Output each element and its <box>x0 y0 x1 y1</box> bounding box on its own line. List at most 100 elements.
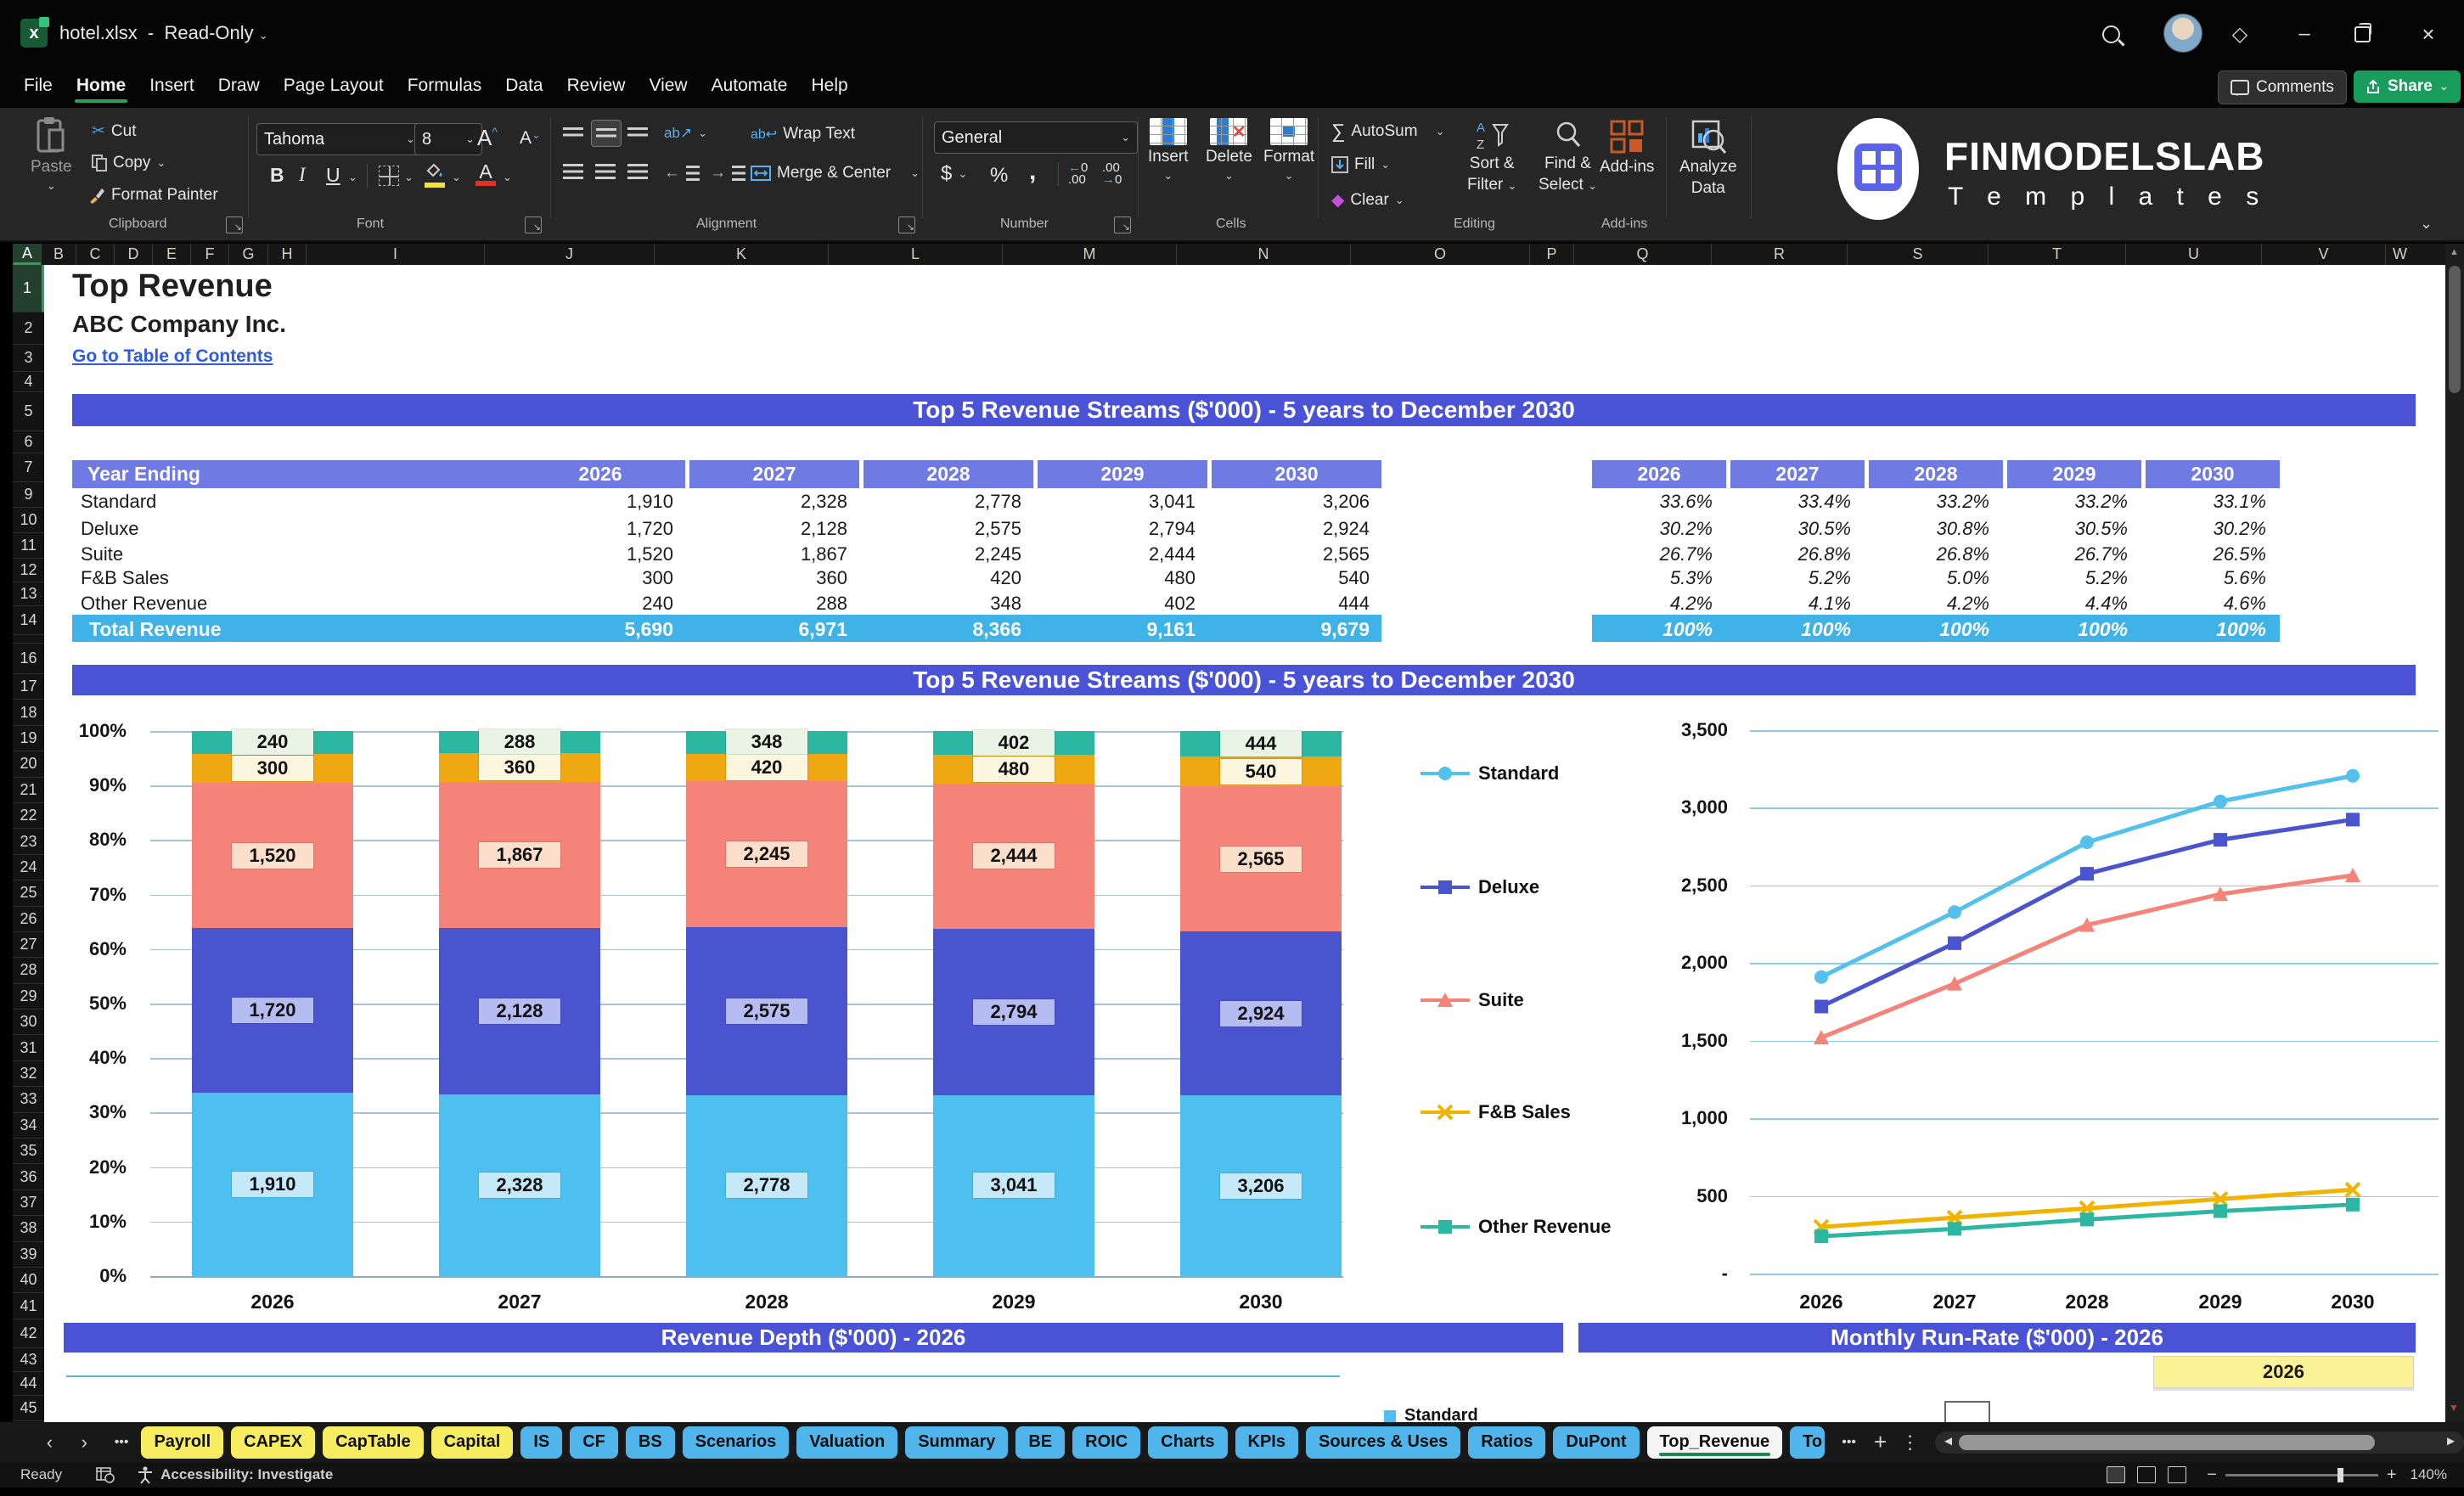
row-header-14[interactable]: 14 <box>13 606 44 635</box>
align-middle-button[interactable] <box>591 120 622 147</box>
column-header-I[interactable]: I <box>306 244 484 265</box>
underline-dropdown[interactable]: ⌄ <box>348 171 357 183</box>
row-header-17[interactable]: 17 <box>13 674 44 700</box>
italic-button[interactable]: I <box>299 164 306 185</box>
sheet-tab-scenarios[interactable]: Scenarios <box>682 1426 790 1459</box>
row-header-15[interactable] <box>13 635 44 644</box>
column-header-D[interactable]: D <box>114 244 152 265</box>
sheet-tab-summary[interactable]: Summary <box>905 1426 1009 1459</box>
zoom-slider-thumb[interactable] <box>2337 1467 2343 1482</box>
hscroll-left-arrow[interactable]: ◄ <box>1942 1433 1955 1448</box>
row-header-18[interactable]: 18 <box>13 700 44 726</box>
underline-button[interactable]: U <box>326 164 340 186</box>
merge-center-button[interactable]: Merge & Center ⌄ <box>751 164 920 183</box>
row-header-44[interactable]: 44 <box>13 1372 44 1396</box>
orientation-button[interactable]: ab↗ ⌄ <box>664 125 708 141</box>
row-header-42[interactable]: 42 <box>13 1319 44 1348</box>
number-format-select[interactable]: General ⌄ <box>934 121 1138 154</box>
zoom-in-button[interactable]: + <box>2386 1465 2397 1484</box>
tabs-overflow-left[interactable]: ••• <box>114 1434 129 1449</box>
wrap-text-button[interactable]: ab↩ Wrap Text <box>751 125 856 143</box>
font-color-dropdown[interactable]: ⌄ <box>503 171 512 183</box>
collapse-ribbon-chevron[interactable]: ⌄ <box>2420 215 2433 232</box>
row-header-36[interactable]: 36 <box>13 1164 44 1190</box>
find-select-button[interactable]: Find & Select ⌄ <box>1539 118 1597 194</box>
sheet-tab-kpis[interactable]: KPIs <box>1235 1426 1298 1459</box>
column-header-W[interactable]: W <box>2385 244 2414 265</box>
avatar[interactable] <box>2163 14 2202 53</box>
tabs-scroll-right[interactable]: › <box>81 1431 87 1453</box>
row-header-10[interactable]: 10 <box>13 508 44 533</box>
menu-tab-data[interactable]: Data <box>505 76 543 95</box>
sheet-tab-capex[interactable]: CAPEX <box>231 1426 316 1459</box>
column-header-M[interactable]: M <box>1002 244 1176 265</box>
close-button[interactable]: × <box>2422 20 2435 47</box>
vertical-scrollbar[interactable]: ▲ ▼ <box>2445 244 2464 1422</box>
cut-button[interactable]: ✂ Cut <box>92 121 137 141</box>
row-header-40[interactable]: 40 <box>13 1268 44 1294</box>
row-header-1[interactable]: 1 <box>13 265 44 312</box>
font-dialog-launcher[interactable]: ↘ <box>525 217 542 233</box>
align-right-button[interactable] <box>623 159 652 184</box>
bold-button[interactable]: B <box>270 164 284 186</box>
paste-button[interactable]: Paste ⌄ <box>31 116 72 193</box>
restore-button[interactable] <box>2345 22 2379 46</box>
row-header-26[interactable]: 26 <box>13 907 44 932</box>
row-header-30[interactable]: 30 <box>13 1010 44 1036</box>
sheet-tab-ratios[interactable]: Ratios <box>1468 1426 1546 1459</box>
column-header-B[interactable]: B <box>41 244 76 265</box>
menu-tab-formulas[interactable]: Formulas <box>407 76 482 95</box>
insert-cells-button[interactable]: Insert ⌄ <box>1148 118 1189 183</box>
decrease-decimal-button[interactable]: .00 →0 <box>1102 160 1122 187</box>
share-button[interactable]: Share ⌄ <box>2354 70 2461 103</box>
menu-tab-draw[interactable]: Draw <box>217 76 260 95</box>
menu-tab-home[interactable]: Home <box>65 69 138 103</box>
macro-record-icon[interactable] <box>96 1466 115 1483</box>
sheet-tab-to[interactable]: To <box>1790 1426 1825 1459</box>
clear-button[interactable]: ◆ Clear ⌄ <box>1331 190 1404 211</box>
menu-tab-page-layout[interactable]: Page Layout <box>283 76 384 95</box>
comma-style-button[interactable]: , <box>1029 157 1037 185</box>
sheet-tab-is[interactable]: IS <box>520 1426 563 1459</box>
row-header-13[interactable]: 13 <box>13 582 44 606</box>
horizontal-scrollbar[interactable]: ◄ ► <box>1935 1431 2464 1454</box>
row-headers[interactable]: 1 2 3 4 5 6 7 9 10 11 12 13 14 16 17 18 19 20 21 22 23 24 25 26… <box>13 265 44 1422</box>
sheet-tab-valuation[interactable]: Valuation <box>796 1426 898 1459</box>
autosum-button[interactable]: ∑ AutoSum ⌄ <box>1331 120 1445 142</box>
borders-dropdown[interactable]: ⌄ <box>404 171 413 183</box>
column-header-E[interactable]: E <box>152 244 190 265</box>
zoom-level[interactable]: 140% <box>2410 1466 2447 1482</box>
row-header-28[interactable]: 28 <box>13 958 44 984</box>
sheet-tab-bs[interactable]: BS <box>625 1426 675 1459</box>
format-cells-button[interactable]: Format ⌄ <box>1263 118 1314 183</box>
alignment-dialog-launcher[interactable]: ↘ <box>898 217 915 233</box>
decrease-indent-button[interactable]: ← <box>664 164 700 183</box>
row-header-4[interactable]: 4 <box>13 372 44 392</box>
increase-indent-button[interactable]: → <box>710 164 745 183</box>
row-header-2[interactable]: 2 <box>13 312 44 345</box>
sheet-tab-cf[interactable]: CF <box>570 1426 618 1459</box>
row-header-5[interactable]: 5 <box>13 392 44 431</box>
accounting-format-button[interactable]: $ ⌄ <box>941 162 968 185</box>
page-break-view-button[interactable] <box>2168 1466 2187 1483</box>
read-only-label[interactable]: Read-Only <box>164 22 254 43</box>
row-header-33[interactable]: 33 <box>13 1087 44 1113</box>
column-header-P[interactable]: P <box>1529 244 1573 265</box>
row-header-45[interactable]: 45 <box>13 1396 44 1421</box>
row-header-21[interactable]: 21 <box>13 778 44 803</box>
menu-tab-view[interactable]: View <box>649 76 688 95</box>
column-header-S[interactable]: S <box>1847 244 1988 265</box>
hscroll-right-arrow[interactable]: ► <box>2444 1433 2457 1448</box>
sheet-tab-captable[interactable]: CapTable <box>323 1426 424 1459</box>
zoom-out-button[interactable]: − <box>2207 1465 2217 1484</box>
row-header-6[interactable]: 6 <box>13 431 44 453</box>
column-header-J[interactable]: J <box>484 244 654 265</box>
row-header-29[interactable]: 29 <box>13 984 44 1010</box>
column-header-U[interactable]: U <box>2125 244 2261 265</box>
column-header-G[interactable]: G <box>228 244 267 265</box>
row-header-31[interactable]: 31 <box>13 1035 44 1061</box>
sheet-tab-sources-uses[interactable]: Sources & Uses <box>1305 1426 1461 1459</box>
accessibility-status[interactable]: Accessibility: Investigate <box>160 1466 334 1482</box>
comments-button[interactable]: Comments <box>2218 70 2347 104</box>
